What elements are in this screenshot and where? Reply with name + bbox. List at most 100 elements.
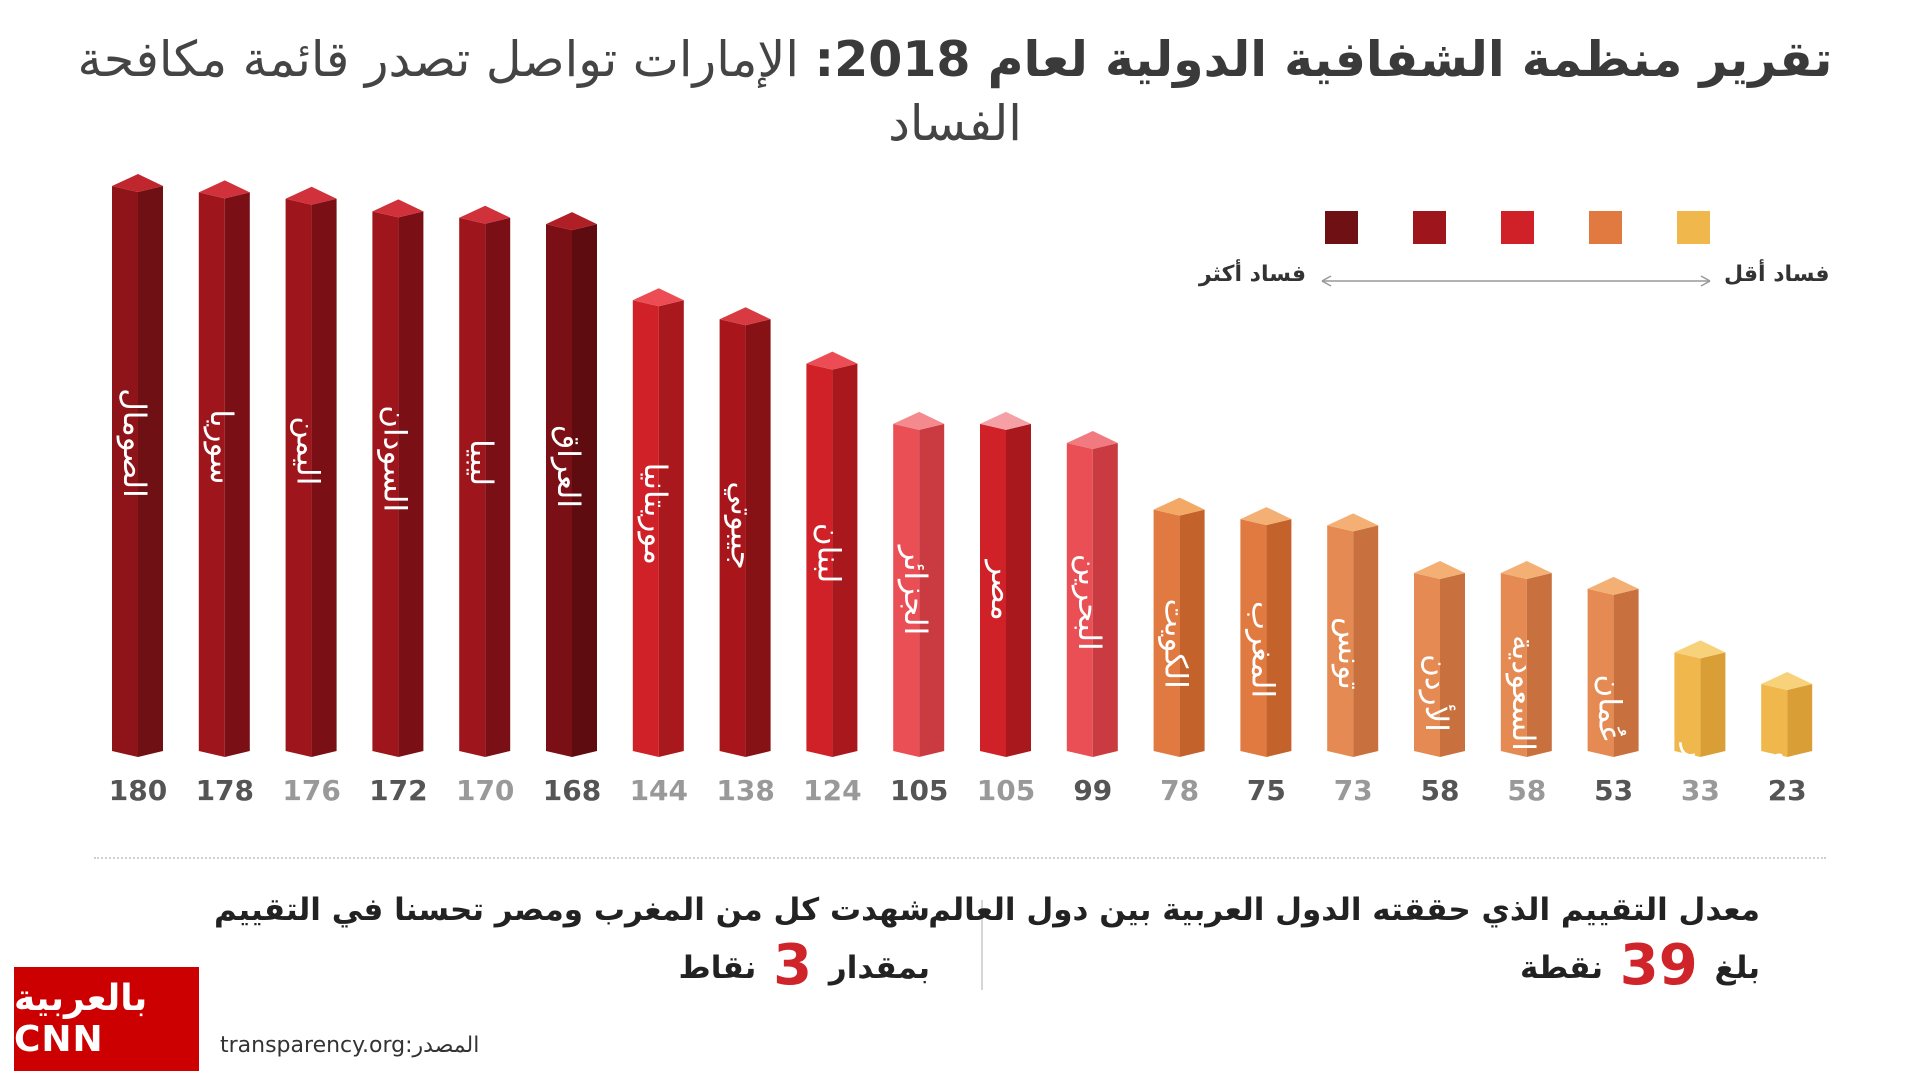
bars: الصومال 180 سوريا 178 اليمن 176 السودان 172 ليبي… bbox=[109, 174, 1813, 820]
bar-front bbox=[285, 198, 312, 757]
bar-front bbox=[112, 186, 138, 757]
note-average-line2: بلغ 39 نقطة bbox=[928, 936, 1760, 998]
bar-front bbox=[719, 319, 746, 757]
legend-label-less: فساد أقل bbox=[1724, 262, 1830, 287]
bar-front bbox=[1240, 519, 1267, 757]
bar-top bbox=[893, 411, 945, 430]
bar-side bbox=[1700, 652, 1726, 757]
bar-top bbox=[1240, 507, 1292, 526]
bar-value-label: 176 bbox=[282, 774, 340, 807]
bar-value-label: 105 bbox=[890, 774, 948, 807]
bar-value-label: 53 bbox=[1594, 774, 1633, 807]
bar-top bbox=[372, 199, 424, 218]
note-average-pre: بلغ bbox=[1714, 950, 1760, 986]
bar-top bbox=[632, 288, 684, 307]
bar-side bbox=[745, 319, 771, 757]
legend-swatch bbox=[1501, 211, 1534, 244]
bar-value-label: 73 bbox=[1334, 774, 1373, 807]
title-bold: تقرير منظمة الشفافية الدولية لعام 2018: bbox=[814, 31, 1833, 88]
bar-country-label: مصر bbox=[984, 558, 1020, 621]
bar-front bbox=[372, 211, 399, 757]
bar-top bbox=[1587, 576, 1639, 595]
legend-swatch bbox=[1677, 211, 1710, 244]
bar-side bbox=[919, 423, 945, 757]
bar-top bbox=[1500, 561, 1552, 580]
bar-country-label: السودان bbox=[376, 405, 412, 512]
bar-front bbox=[806, 363, 833, 757]
bar-front bbox=[546, 224, 572, 758]
bar-country-label: اليمن bbox=[290, 416, 326, 485]
bar-side bbox=[311, 198, 337, 757]
bar-side bbox=[1266, 519, 1292, 757]
bar-country-label: تونس bbox=[1331, 617, 1367, 690]
bar-top bbox=[285, 186, 337, 205]
bar-country-label: الصومال bbox=[116, 388, 152, 498]
legend-swatch bbox=[1413, 211, 1446, 244]
bar-front bbox=[1153, 509, 1180, 757]
bar-top bbox=[459, 205, 511, 224]
note-average-score: معدل التقييم الذي حققته الدول العربية بي… bbox=[928, 888, 1760, 998]
bar-top bbox=[1674, 640, 1726, 659]
bar-value-label: 75 bbox=[1247, 774, 1286, 807]
bar-chart: الصومال 180 سوريا 178 اليمن 176 السودان 172 ليبي… bbox=[108, 174, 1813, 820]
logo-text: بالعربية CNN bbox=[14, 978, 148, 1060]
note-average-value: 39 bbox=[1619, 933, 1698, 998]
bar-country-label: قطر bbox=[1678, 742, 1714, 801]
bar-side bbox=[1353, 525, 1379, 757]
bar-country-label: ليبيا bbox=[463, 439, 499, 486]
bar-front bbox=[1414, 573, 1440, 757]
note-improvement-line1: شهدت كل من المغرب ومصر تحسنا في التقييم bbox=[214, 892, 930, 928]
bar-front bbox=[893, 423, 920, 757]
bar-front bbox=[459, 217, 486, 757]
bar-front bbox=[1761, 684, 1788, 757]
bar-country-label: العراق bbox=[550, 425, 586, 508]
bar-country-label: عُمان bbox=[1592, 675, 1628, 744]
bar-side bbox=[658, 300, 684, 757]
bar-side bbox=[1787, 684, 1813, 757]
bar-side bbox=[224, 192, 250, 757]
bar-country-label: البحرين bbox=[1071, 554, 1107, 651]
bar-value-label: 23 bbox=[1768, 774, 1807, 807]
bar-country-label: السعودية bbox=[1505, 635, 1541, 751]
bar-value-label: 172 bbox=[369, 774, 427, 807]
note-improvement: شهدت كل من المغرب ومصر تحسنا في التقييم … bbox=[214, 888, 930, 998]
bar-side bbox=[1440, 573, 1465, 757]
bar-value-label: 99 bbox=[1073, 774, 1112, 807]
bar-country-label: الإمارات bbox=[1765, 751, 1801, 820]
bar-side bbox=[1092, 442, 1118, 757]
page-title: تقرير منظمة الشفافية الدولية لعام 2018: … bbox=[60, 28, 1850, 156]
bar-value-label: 138 bbox=[716, 774, 774, 807]
note-average-post: نقطة bbox=[1520, 950, 1603, 986]
bar-front bbox=[1587, 588, 1614, 757]
bar-front bbox=[198, 192, 225, 757]
bar-value-label: 144 bbox=[630, 774, 688, 807]
bar-value-label: 33 bbox=[1681, 774, 1720, 807]
bar-side bbox=[1526, 573, 1552, 757]
bar-side bbox=[138, 186, 163, 757]
bar-front bbox=[1327, 525, 1354, 757]
bar-top bbox=[1153, 497, 1205, 516]
bar-value-label: 78 bbox=[1160, 774, 1199, 807]
title-light: الإمارات تواصل تصدر قائمة مكافحة الفساد bbox=[77, 31, 1022, 152]
bar-country-label: سوريا bbox=[203, 409, 239, 484]
legend-arrow bbox=[1321, 275, 1711, 287]
bar-country-label: الأردن bbox=[1418, 654, 1456, 732]
bar-top bbox=[980, 411, 1031, 430]
note-improvement-value: 3 bbox=[773, 933, 813, 998]
bar-value-label: 170 bbox=[456, 774, 514, 807]
bar-country-label: جيبوتي bbox=[724, 481, 760, 569]
bar-side bbox=[398, 211, 424, 757]
bar-value-label: 168 bbox=[543, 774, 601, 807]
bar-top bbox=[112, 174, 163, 192]
source-credit: transparency.org:المصدر bbox=[220, 1033, 480, 1058]
legend-swatch bbox=[1589, 211, 1622, 244]
legend-label-more: فساد أكثر bbox=[1199, 262, 1307, 287]
bar-top bbox=[719, 307, 771, 326]
bar-side bbox=[832, 363, 858, 757]
bar-value-label: 178 bbox=[196, 774, 254, 807]
bar-country-label: الجزائر bbox=[897, 544, 933, 636]
bar-value-label: 105 bbox=[977, 774, 1035, 807]
cnn-arabic-logo: بالعربية CNN bbox=[14, 967, 199, 1071]
bar-top bbox=[198, 180, 250, 199]
note-improvement-post: نقاط bbox=[678, 950, 757, 986]
